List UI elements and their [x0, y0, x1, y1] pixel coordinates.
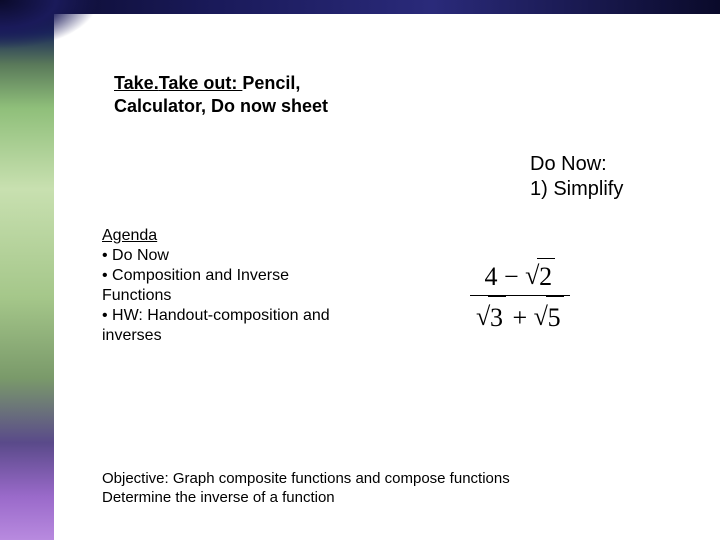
do-now-title: Do Now: — [530, 152, 623, 177]
take-out-block: Take.Take out: Pencil, Calculator, Do no… — [114, 72, 364, 117]
den-op: + — [513, 303, 528, 332]
take-out-label-b: Take out: — [159, 73, 243, 93]
num-left: 4 — [485, 262, 498, 291]
num-op: − — [504, 262, 519, 291]
agenda-heading: Agenda — [102, 227, 157, 244]
slide: Take.Take out: Pencil, Calculator, Do no… — [0, 0, 720, 540]
agenda-item-0: • Do Now — [102, 247, 169, 264]
take-out-text-2: Calculator, Do now sheet — [114, 96, 328, 116]
agenda-item-1: • Composition and Inverse Functions — [102, 267, 289, 304]
denominator: 3 + 5 — [470, 296, 570, 339]
objective-line-1: Objective: Graph composite functions and… — [102, 470, 602, 489]
do-now-block: Do Now: 1) Simplify — [530, 152, 623, 202]
take-out-label-a: Take. — [114, 73, 159, 93]
objective-block: Objective: Graph composite functions and… — [102, 470, 602, 508]
numerator: 4 − 2 — [470, 258, 570, 296]
num-radicand: 2 — [537, 258, 555, 295]
sqrt-den-right: 5 — [534, 296, 564, 339]
objective-line-2: Determine the inverse of a function — [102, 489, 602, 508]
den-radicand-left: 3 — [488, 296, 506, 339]
take-out-text-1c: Pencil, — [242, 73, 300, 93]
agenda-block: Agenda • Do Now • Composition and Invers… — [102, 226, 342, 346]
formula-block: 4 − 2 3 + 5 — [470, 258, 670, 339]
den-radicand-right: 5 — [546, 296, 564, 339]
do-now-item-1: 1) Simplify — [530, 177, 623, 202]
fraction: 4 − 2 3 + 5 — [470, 258, 570, 339]
sqrt-den-left: 3 — [476, 296, 506, 339]
sqrt-num: 2 — [525, 258, 555, 295]
left-border-decoration — [0, 0, 54, 540]
agenda-item-2: • HW: Handout-composition and inverses — [102, 307, 330, 344]
